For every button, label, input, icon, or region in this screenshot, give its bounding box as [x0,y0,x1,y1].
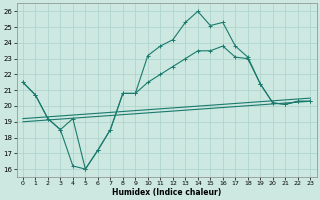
X-axis label: Humidex (Indice chaleur): Humidex (Indice chaleur) [112,188,221,197]
